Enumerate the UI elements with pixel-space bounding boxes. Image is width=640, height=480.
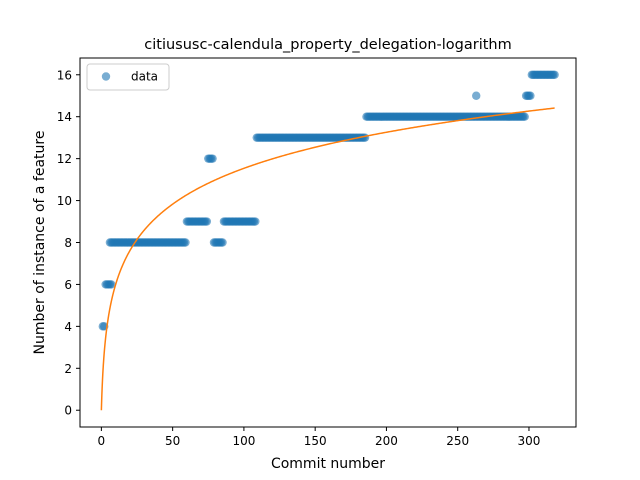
data-point xyxy=(181,238,190,247)
data-point xyxy=(202,217,212,226)
data-point xyxy=(251,217,260,226)
y-tick-label: 0 xyxy=(64,404,72,418)
x-tick-label: 50 xyxy=(165,434,180,448)
y-tick-label: 12 xyxy=(57,152,72,166)
fit-line xyxy=(100,107,555,411)
data-point xyxy=(218,238,227,247)
x-axis-ticks: 0 50 100 150 200 250 300 xyxy=(98,427,541,448)
data-point xyxy=(360,133,370,142)
y-tick-label: 14 xyxy=(57,110,72,124)
data-points xyxy=(98,70,559,331)
y-tick-label: 8 xyxy=(64,236,72,250)
y-axis-label: Number of instance of a feature xyxy=(32,131,48,355)
x-tick-label: 0 xyxy=(98,434,106,448)
x-tick-label: 100 xyxy=(232,434,255,448)
fit-line-group xyxy=(100,107,555,411)
y-axis-ticks: 0 2 4 6 8 10 12 14 16 xyxy=(57,68,80,418)
legend-label-data: data xyxy=(131,70,158,84)
data-point xyxy=(472,91,481,100)
y-tick-label: 4 xyxy=(64,320,72,334)
data-point xyxy=(520,112,529,121)
data-point xyxy=(107,280,116,289)
legend-box xyxy=(86,63,170,91)
data-point xyxy=(526,91,535,100)
data-point xyxy=(208,154,217,163)
x-tick-label: 250 xyxy=(446,434,469,448)
x-tick-label: 150 xyxy=(304,434,327,448)
chart-title: citiususc-calendula_property_delegation-… xyxy=(144,37,511,53)
x-tick-label: 300 xyxy=(518,434,541,448)
data-point xyxy=(550,70,559,79)
legend-marker-data xyxy=(101,72,111,81)
plot-frame xyxy=(79,57,577,428)
y-tick-label: 2 xyxy=(64,362,72,376)
y-tick-label: 6 xyxy=(64,278,72,292)
y-tick-label: 10 xyxy=(57,194,72,208)
legend: data xyxy=(86,63,170,91)
x-axis-label: Commit number xyxy=(271,456,385,472)
x-tick-label: 200 xyxy=(375,434,398,448)
y-tick-label: 16 xyxy=(57,68,72,82)
